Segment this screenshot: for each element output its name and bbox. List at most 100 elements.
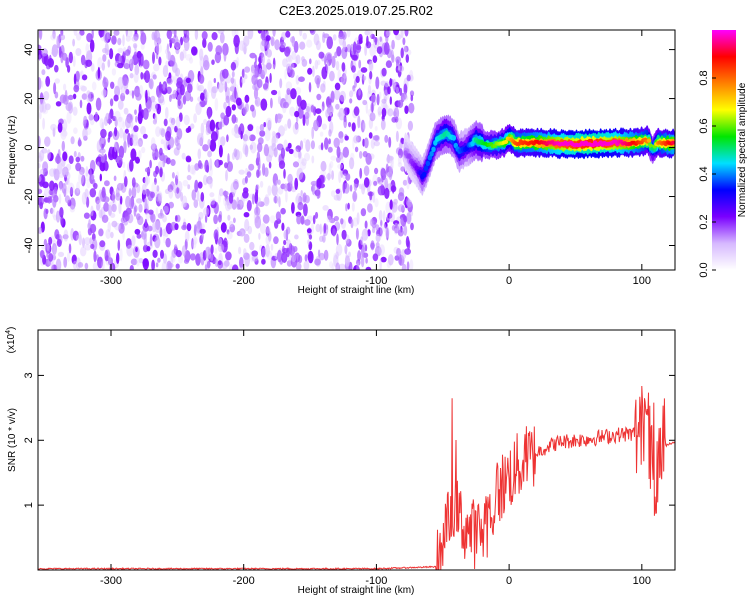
noise-blob (280, 147, 286, 159)
noise-blob (225, 170, 228, 182)
noise-blob (43, 187, 51, 198)
noise-blob (329, 70, 335, 82)
noise-blob (373, 140, 380, 147)
noise-blob (39, 101, 44, 113)
noise-blob (177, 99, 181, 107)
noise-blob (311, 183, 316, 195)
noise-blob (331, 170, 334, 181)
noise-blob (187, 83, 193, 94)
noise-blob (76, 234, 80, 241)
noise-blob (111, 190, 116, 204)
noise-blob (380, 256, 387, 263)
noise-blob (117, 239, 121, 251)
noise-blob (82, 127, 88, 140)
tick-label: 0 (506, 275, 512, 287)
noise-blob (243, 233, 250, 243)
noise-blob (302, 114, 306, 127)
noise-blob (60, 215, 64, 226)
noise-blob (259, 130, 266, 137)
noise-blob (213, 214, 219, 225)
noise-blob (138, 150, 142, 160)
noise-blob (80, 246, 87, 257)
noise-blob (150, 137, 156, 150)
noise-blob (400, 47, 404, 59)
noise-blob (119, 127, 124, 139)
noise-blob (282, 58, 288, 68)
noise-blob (175, 47, 180, 55)
noise-blob (225, 105, 232, 118)
noise-blob (339, 76, 345, 83)
noise-blob (195, 102, 202, 116)
noise-blob (199, 228, 206, 235)
noise-blob (395, 117, 403, 130)
noise-blob (201, 31, 208, 40)
noise-blob (290, 62, 297, 68)
noise-blob (372, 135, 380, 141)
noise-blob (374, 198, 379, 208)
noise-blob (170, 93, 177, 99)
noise-blob (41, 244, 46, 250)
noise-blob (325, 52, 333, 60)
noise-blob (389, 78, 393, 87)
noise-blob (270, 36, 275, 47)
noise-blob (155, 126, 161, 137)
noise-blob (284, 123, 288, 131)
tick-label: -20 (23, 189, 35, 205)
noise-blob (110, 231, 114, 239)
noise-blob (101, 259, 105, 270)
noise-blob (229, 223, 236, 233)
noise-blob (359, 37, 363, 44)
noise-blob (390, 185, 397, 193)
noise-blob (81, 174, 86, 187)
noise-blob (134, 64, 140, 76)
noise-blob (251, 250, 258, 257)
noise-blob (49, 180, 55, 191)
noise-blob (297, 156, 305, 164)
noise-blob (59, 207, 64, 218)
noise-blob (243, 74, 248, 80)
noise-blob (347, 202, 350, 210)
signal-cell (422, 171, 427, 178)
noise-blob (73, 84, 80, 93)
noise-blob (163, 232, 166, 244)
noise-blob (266, 49, 272, 58)
noise-blob (54, 91, 59, 99)
noise-blob (67, 182, 75, 195)
noise-blob (381, 67, 387, 77)
noise-blob (118, 201, 122, 214)
noise-blob (93, 182, 98, 190)
noise-blob (389, 199, 393, 210)
noise-blob (52, 254, 57, 261)
scale-prefix: (x10 (6, 333, 17, 353)
noise-blob (185, 155, 192, 162)
noise-blob (261, 245, 266, 258)
noise-blob (298, 150, 302, 159)
noise-blob (228, 192, 234, 204)
noise-blob (257, 197, 261, 206)
noise-blob (99, 173, 103, 182)
noise-blob (54, 64, 59, 73)
noise-blob (273, 196, 278, 204)
noise-blob (55, 101, 62, 107)
noise-blob (102, 196, 110, 203)
noise-blob (117, 116, 124, 129)
noise-blob (337, 163, 344, 169)
noise-blob (378, 210, 383, 222)
noise-blob (292, 161, 300, 168)
noise-blob (222, 190, 229, 197)
noise-blob (50, 261, 54, 270)
noise-blob (263, 122, 267, 128)
noise-blob (117, 76, 124, 90)
noise-blob (147, 225, 153, 232)
noise-blob (45, 208, 49, 214)
noise-blob (370, 33, 375, 40)
noise-blob (214, 51, 222, 64)
noise-blob (151, 259, 155, 270)
tick-label: 0 (23, 144, 35, 150)
noise-blob (234, 124, 239, 134)
noise-blob (409, 90, 415, 97)
noise-blob (220, 222, 227, 233)
noise-blob (45, 243, 52, 254)
noise-blob (116, 252, 120, 264)
noise-blob (244, 144, 249, 158)
